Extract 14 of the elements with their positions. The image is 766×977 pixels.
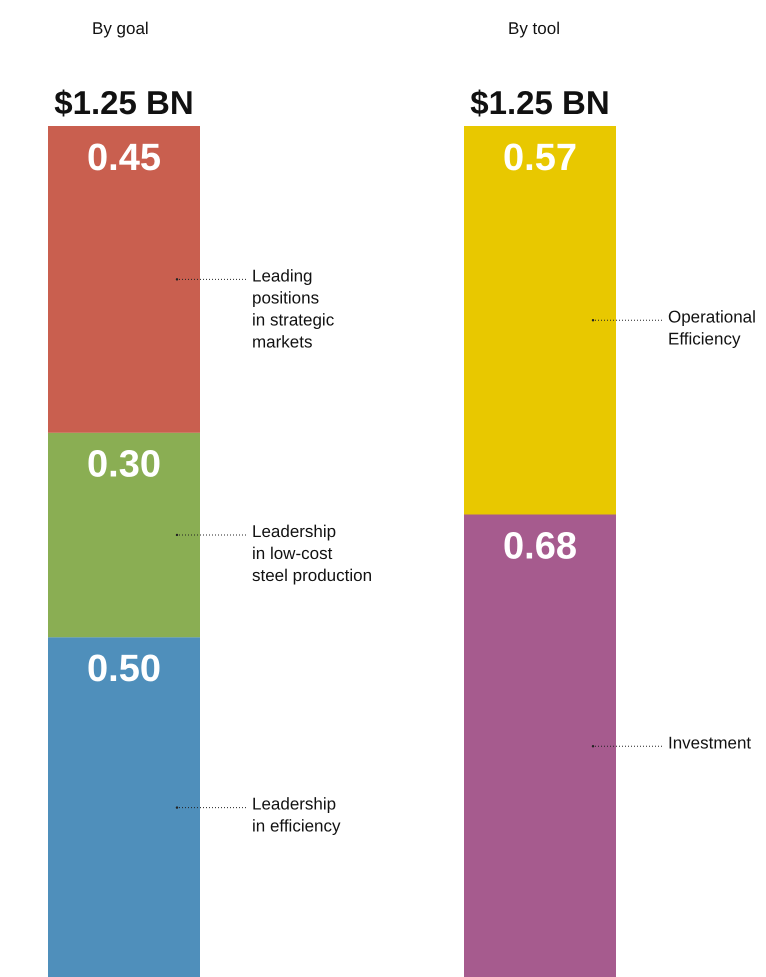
data-label: 0.50 <box>87 648 161 690</box>
chart-title: By tool <box>508 19 560 38</box>
total-label: $1.25 BN <box>470 84 610 121</box>
data-label: 0.57 <box>503 137 577 179</box>
data-label: 0.45 <box>87 137 161 179</box>
total-label: $1.25 BN <box>54 84 194 121</box>
text: Investment <box>668 733 752 752</box>
chart-title: By goal <box>92 19 149 38</box>
data-label: 0.68 <box>503 526 577 568</box>
text: Leadership in efficiency <box>252 794 342 836</box>
text: Operational Efficiency <box>668 307 756 348</box>
text: Leadership in low-cost steel production <box>252 522 372 585</box>
text: Leading positions in strategic markets <box>252 266 335 352</box>
data-label: 0.30 <box>87 444 161 486</box>
